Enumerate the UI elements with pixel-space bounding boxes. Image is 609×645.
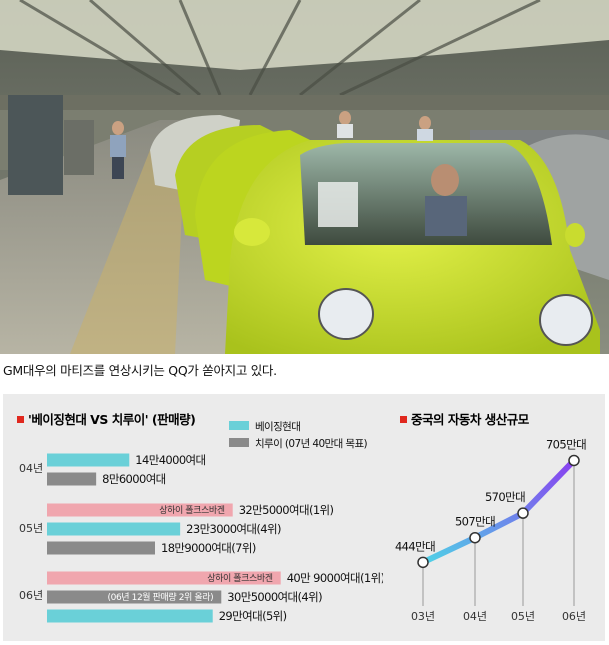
year-label: 06년 [19,589,43,602]
bar-value-label: 14만4000여대 [135,453,205,467]
data-label: 570만대 [485,490,525,504]
series-line [421,458,577,566]
chart-title: '베이징현대 VS 치루이' (판매량) [28,412,195,427]
title-marker [17,416,24,423]
bar-value-label: 23만3000여대(4위) [186,522,281,536]
bar-value-label: 30만5000여대(4위) [227,590,322,604]
year-label: 04년 [19,462,43,475]
bar [47,503,233,517]
legend-swatch [229,438,249,447]
bar-inner-label: 상하이 폴크스바겐 [207,573,273,584]
legend-label: 베이징현대 [255,421,300,433]
data-point [469,531,481,544]
x-tick-label: 05년 [511,610,535,623]
data-label: 507만대 [455,515,495,529]
x-tick-label: 06년 [562,610,586,623]
title-marker [400,416,407,423]
bar [47,522,181,536]
year-label: 05년 [19,522,43,535]
legend-swatch [229,421,249,430]
bar-inner-label: (06년 12월 판매량 2위 올라) [108,591,214,603]
photo-caption: GM대우의 마티즈를 연상시키는 QQ가 쏟아지고 있다. [3,363,277,378]
x-tick-label: 04년 [463,610,487,623]
bar [47,590,222,604]
x-tick-label: 03년 [411,610,435,623]
bar-value-label: 40만 9000여대(1위) [287,571,383,585]
data-label: 444만대 [395,539,435,553]
data-label: 705만대 [546,437,586,451]
legend-label: 치루이 (07년 40만대 목표) [255,438,368,450]
bar-value-label: 29만여대(5위) [219,609,287,623]
bar-value-label: 18만9000여대(7위) [161,541,256,555]
bar [47,609,213,623]
bar [47,453,130,467]
bar [47,472,97,486]
data-point [517,507,529,519]
factory-photo [0,0,609,354]
data-point [417,556,429,569]
data-point [568,454,580,467]
bar [47,541,155,555]
bar [47,571,281,585]
bar-value-label: 8만6000여대 [102,472,166,486]
production-scale-chart: 중국의 자동차 생산규모 03년 04년 05년 06년 444만대 507만대 570만대 7… [395,412,587,623]
bar-value-label: 32만5000여대(1위) [239,503,334,517]
chart-title: 중국의 자동차 생산규모 [411,412,530,427]
bar-inner-label: 상하이 폴크스바겐 [159,505,225,516]
